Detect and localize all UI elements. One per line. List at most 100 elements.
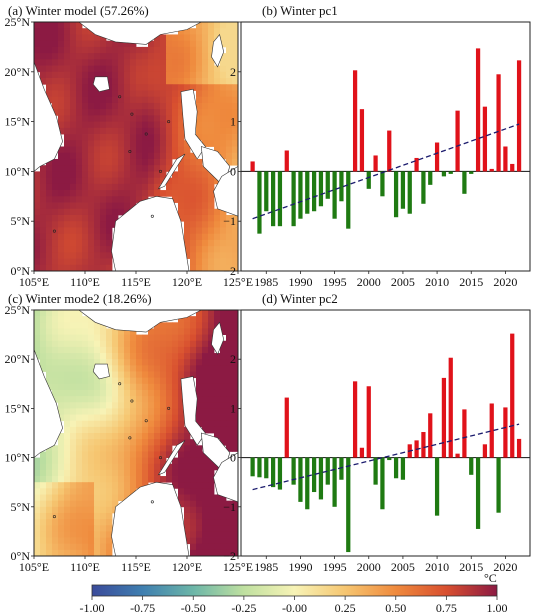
map-cell: [58, 457, 65, 465]
map-cell: [82, 71, 89, 79]
map-cell: [94, 494, 101, 502]
map-cell: [94, 214, 101, 222]
map-cell: [130, 115, 137, 122]
bar: [489, 403, 494, 458]
map-cell: [196, 233, 203, 241]
map-cell: [46, 46, 53, 54]
map-cell: [46, 183, 53, 191]
map-cell: [160, 451, 167, 458]
map-cell: [88, 252, 95, 259]
map-cell: [58, 46, 65, 54]
map-cell: [226, 549, 233, 557]
map-cell: [130, 488, 137, 495]
map-cell: [118, 359, 125, 366]
map-cell: [160, 439, 167, 446]
map-cell: [106, 264, 113, 272]
map-cell: [208, 494, 215, 502]
map-cell: [184, 34, 191, 42]
map-cell: [154, 328, 161, 335]
x-tick-label: 2020: [493, 275, 517, 289]
map-cell: [136, 426, 143, 434]
map-cell: [88, 525, 95, 532]
map-cell: [112, 469, 119, 477]
map-cell: [40, 537, 47, 545]
map-cell: [220, 494, 227, 502]
small-island: [144, 419, 148, 423]
map-cell: [34, 328, 41, 335]
map-cell: [112, 127, 119, 135]
map-cell: [76, 316, 83, 323]
map-cell: [118, 389, 125, 397]
map-cell: [196, 549, 203, 557]
map-cell: [148, 396, 155, 403]
map-cell: [202, 233, 209, 241]
map-cell: [82, 433, 89, 440]
map-cell: [148, 365, 155, 372]
map-cell: [196, 59, 203, 66]
map-cell: [160, 46, 167, 54]
map-cell: [88, 439, 95, 446]
map-cell: [118, 109, 125, 116]
map-cell: [100, 414, 107, 422]
map-cell: [196, 353, 203, 360]
map-cell: [58, 109, 65, 116]
coastline: [211, 33, 225, 68]
map-cell: [100, 127, 107, 135]
map-cell: [196, 171, 203, 179]
map-cell: [58, 469, 65, 477]
map-cell: [34, 202, 41, 210]
map-cell: [124, 158, 131, 166]
map-cell: [106, 71, 113, 79]
map-cell: [100, 531, 107, 538]
map-cell: [52, 346, 59, 354]
map-cell: [154, 71, 161, 79]
map-cell: [148, 469, 155, 477]
map-cell: [112, 202, 119, 210]
map-cell: [196, 316, 203, 323]
map-cell: [232, 525, 239, 532]
map-cell: [70, 488, 77, 495]
map-cell: [88, 500, 95, 508]
map-cell: [82, 28, 89, 35]
map-cell: [166, 340, 173, 348]
map-cell: [64, 71, 71, 79]
map-cell: [184, 140, 191, 147]
map-cell: [202, 127, 209, 135]
plot-frame: [240, 309, 531, 557]
map-cell: [208, 365, 215, 372]
map-cell: [190, 264, 197, 272]
map-cell: [232, 340, 239, 348]
map-cell: [202, 537, 209, 545]
map-cell: [94, 115, 101, 122]
map-cell: [52, 246, 59, 253]
map-cell: [100, 383, 107, 391]
map-cell: [58, 402, 65, 409]
map-cell: [166, 165, 173, 172]
map-cell: [106, 334, 113, 342]
map-cell: [232, 537, 239, 545]
map-cell: [100, 426, 107, 434]
map-cell: [76, 214, 83, 222]
map-cell: [40, 500, 47, 508]
map-cell: [94, 500, 101, 508]
x-tick-label: 2015: [459, 560, 483, 574]
map-cell: [124, 482, 131, 489]
coastline: [33, 61, 63, 173]
map-cell: [220, 140, 227, 147]
map-cell: [130, 402, 137, 409]
bar: [489, 168, 494, 172]
map-cell: [106, 426, 113, 434]
map-cell: [202, 78, 209, 85]
map-cell: [64, 134, 71, 141]
map-cell: [142, 78, 149, 85]
map-cell: [232, 420, 239, 428]
map-cell: [112, 46, 119, 54]
map-cell: [58, 519, 65, 526]
lon-tick-label: 125°E: [223, 275, 253, 289]
map-cell: [142, 146, 149, 154]
map-cell: [106, 214, 113, 222]
bar: [496, 74, 501, 172]
map-cell: [64, 310, 71, 317]
map-cell: [214, 531, 221, 538]
map-cell: [124, 340, 131, 348]
